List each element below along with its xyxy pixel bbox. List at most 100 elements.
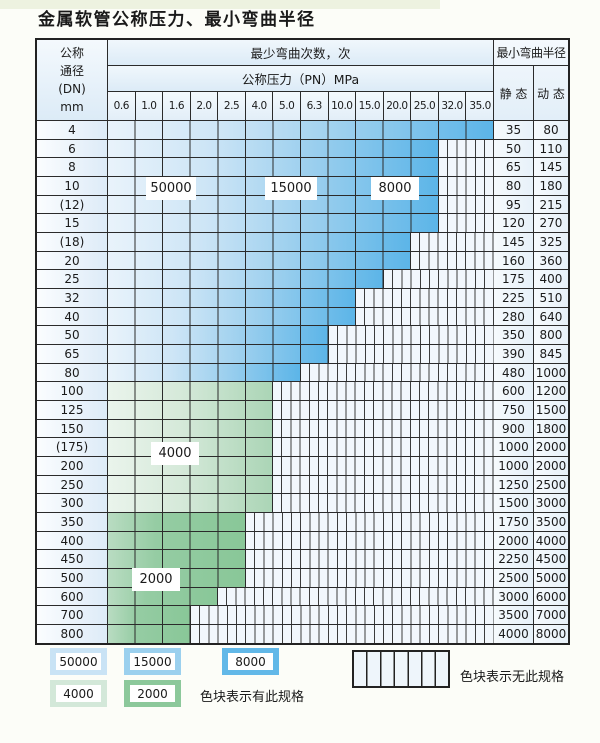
colored-span (108, 345, 329, 363)
dn-cell: 15 (37, 214, 108, 233)
dn-cell: 6 (37, 139, 108, 158)
table-header: 公称 通径 (DN) mm 最少弯曲次数，次 公称压力（PN）MPa 0.6 1.… (37, 40, 568, 121)
static-cell: 390 (493, 345, 534, 363)
table-row: 8 65 145 (37, 158, 568, 178)
colored-span (108, 214, 439, 233)
static-cell: 480 (494, 363, 534, 382)
dynamic-cell: 180 (533, 177, 568, 195)
pressure-value-cell: 32.0 (439, 92, 467, 120)
static-cell: 80 (493, 177, 534, 195)
static-cell: 280 (493, 307, 534, 326)
static-cell: 175 (493, 270, 534, 289)
hatched-span (245, 550, 494, 569)
legend-label-4000: 4000 (56, 685, 101, 702)
dn-header-line: 通径 (59, 64, 84, 78)
dynamic-cell: 110 (533, 139, 568, 158)
static-cell: 3000 (493, 587, 534, 606)
table-row: 50 350 800 (37, 326, 568, 346)
static-cell: 95 (493, 195, 534, 214)
static-cell: 1000 (493, 438, 534, 457)
static-cell: 2500 (493, 569, 534, 587)
legend-has-spec-label: 色块表示有此规格 (200, 690, 305, 705)
pressure-value-cell: 1.6 (163, 92, 191, 120)
hatched-span (190, 606, 494, 625)
pressure-value-cell: 15.0 (356, 92, 384, 120)
colored-span (108, 419, 274, 438)
colored-span (108, 531, 246, 550)
dn-header-line: mm (60, 100, 84, 114)
static-header: 静 态 (494, 66, 534, 120)
dynamic-cell: 1800 (533, 419, 568, 438)
dynamic-cell: 145 (533, 158, 568, 177)
static-cell: 160 (493, 251, 534, 270)
static-cell: 35 (494, 121, 534, 139)
legend-item-2000: 2000 (124, 680, 181, 707)
hatched-span (383, 270, 494, 289)
hatched-span (245, 569, 494, 587)
dn-cell: 600 (37, 587, 108, 606)
dynamic-cell: 2500 (533, 475, 568, 494)
static-dynamic-header: 静 态 动 态 (494, 66, 568, 120)
dn-cell: (175) (37, 438, 108, 457)
static-cell: 600 (493, 382, 534, 401)
hatched-span (411, 233, 494, 251)
pressure-value-cell: 10.0 (329, 92, 357, 120)
dynamic-cell: 845 (533, 345, 568, 363)
legend-no-spec-label: 色块表示无此规格 (460, 670, 565, 685)
colored-span (108, 606, 191, 625)
legend-item-8000: 8000 (222, 648, 279, 675)
pressure-value-cell: 2.0 (191, 92, 219, 120)
table-row: 300 1500 3000 (37, 494, 568, 514)
legend-item-15000: 15000 (124, 648, 181, 675)
legend-label-2000: 2000 (130, 685, 175, 702)
dynamic-cell: 800 (533, 326, 568, 345)
table-row: 15 120 270 (37, 214, 568, 234)
colored-span (108, 513, 246, 531)
dn-cell: 20 (37, 251, 108, 270)
hatched-span (438, 158, 494, 177)
table-row: 800 4000 8000 (37, 625, 568, 643)
pressure-header-group: 最少弯曲次数，次 公称压力（PN）MPa 0.6 1.0 1.6 2.0 2.5 4.0 5… (108, 40, 494, 120)
table-row: 80 480 1000 (37, 363, 568, 383)
bend-cycles-header: 最少弯曲次数，次 (108, 40, 493, 66)
dynamic-cell: 270 (533, 214, 568, 233)
overlay-label-2000: 2000 (132, 568, 180, 591)
static-cell: 225 (493, 289, 534, 307)
dynamic-cell: 3500 (533, 513, 568, 531)
colored-span (108, 475, 274, 494)
dn-cell: 25 (37, 270, 108, 289)
hatched-span (273, 494, 494, 513)
hatched-span (301, 363, 494, 382)
dynamic-cell: 2000 (533, 438, 568, 457)
static-cell: 1750 (493, 513, 534, 531)
dn-header-line: 公称 (59, 46, 84, 60)
table-row: (12) 95 215 (37, 195, 568, 215)
table-row: (18) 145 325 (37, 233, 568, 252)
dynamic-cell: 8000 (533, 625, 568, 643)
dynamic-header: 动 态 (537, 86, 565, 101)
hatched-span (438, 177, 494, 195)
table-row: 32 225 510 (37, 289, 568, 308)
pressure-value-cell: 2.5 (218, 92, 246, 120)
dynamic-cell: 4000 (533, 531, 568, 550)
table-row: 40 280 640 (37, 307, 568, 327)
dn-cell: 50 (37, 326, 108, 345)
table-row: 150 900 1800 (37, 419, 568, 439)
dynamic-cell: 510 (533, 289, 568, 307)
legend-item-4000: 4000 (50, 680, 107, 707)
dn-cell: 400 (37, 531, 108, 550)
hatched-span (438, 139, 494, 158)
table-row: 250 1250 2500 (37, 475, 568, 495)
spec-table: 公称 通径 (DN) mm 最少弯曲次数，次 公称压力（PN）MPa 0.6 1.… (35, 38, 570, 645)
static-cell: 3500 (493, 606, 534, 625)
legend-label-15000: 15000 (130, 653, 175, 670)
dn-cell: 40 (37, 307, 108, 326)
dynamic-cell: 3000 (533, 494, 568, 513)
table-body: 4 35 80 6 50 110 8 65 145 10 80 180 (12) 95 215 15 120 27… (37, 121, 568, 643)
hatched-span (273, 419, 494, 438)
table-row: 700 3500 7000 (37, 606, 568, 626)
hatched-span (245, 513, 494, 531)
pressure-header: 公称压力（PN）MPa (108, 66, 493, 92)
table-row: 450 2250 4500 (37, 550, 568, 570)
dynamic-cell: 215 (533, 195, 568, 214)
